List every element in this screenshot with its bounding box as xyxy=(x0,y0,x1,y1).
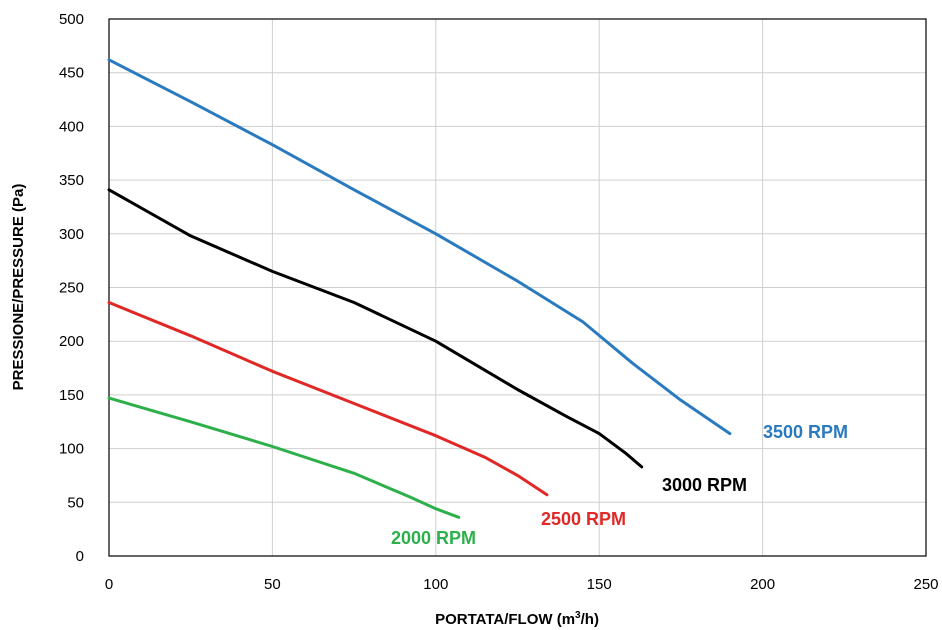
x-tick-label: 100 xyxy=(423,576,448,593)
series-line xyxy=(107,396,461,519)
x-axis-title: PORTATA/FLOW (m3/h) xyxy=(435,610,599,628)
y-tick-label: 400 xyxy=(59,118,84,135)
y-tick-label: 0 xyxy=(76,548,84,565)
y-tick-label: 250 xyxy=(59,280,84,297)
plot-frame xyxy=(108,18,927,557)
y-tick-label: 450 xyxy=(59,65,84,82)
x-axis-ticks: 0 50 100 150 200 250 xyxy=(105,576,939,593)
x-tick-label: 250 xyxy=(913,576,938,593)
series-label: 2000 RPM xyxy=(391,528,476,548)
y-tick-label: 200 xyxy=(59,333,84,350)
x-tick-label: 200 xyxy=(750,576,775,593)
series-label: 3500 RPM xyxy=(763,422,848,442)
x-tick-label: 50 xyxy=(264,576,281,593)
y-tick-label: 300 xyxy=(59,226,84,243)
y-axis-ticks: 0 50 100 150 200 250 300 350 400 450 500 xyxy=(59,11,84,565)
y-tick-label: 150 xyxy=(59,387,84,404)
series-line xyxy=(107,58,732,436)
x-tick-label: 150 xyxy=(587,576,612,593)
y-tick-label: 100 xyxy=(59,441,84,458)
series-labels: 3500 RPM 3000 RPM 2500 RPM 2000 RPM xyxy=(391,422,848,548)
series-label: 2500 RPM xyxy=(541,509,626,529)
series-line xyxy=(107,188,644,469)
series-label: 3000 RPM xyxy=(662,475,747,495)
series-lines xyxy=(107,58,732,519)
y-tick-label: 500 xyxy=(59,11,84,28)
x-tick-label: 0 xyxy=(105,576,113,593)
series-line xyxy=(107,301,549,497)
y-axis-title: PRESSIONE/PRESSURE (Pa) xyxy=(10,184,27,391)
y-tick-label: 350 xyxy=(59,172,84,189)
y-tick-label: 50 xyxy=(67,494,84,511)
